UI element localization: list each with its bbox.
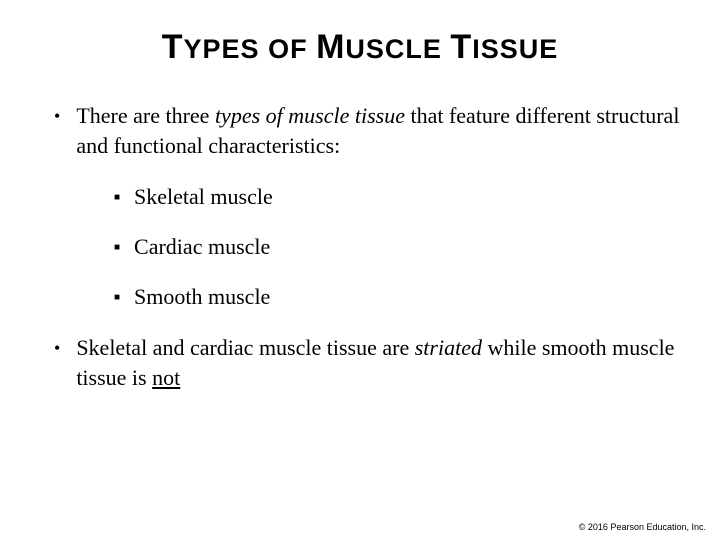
- sublist: ■ Skeletal muscle ■ Cardiac muscle ■ Smooth m…: [40, 183, 680, 311]
- bullet-level-2: ■ Cardiac muscle: [40, 233, 680, 261]
- bullet-level-1: • Skeletal and cardiac muscle tissue are …: [40, 333, 680, 393]
- title-text-run: YPES OF: [184, 34, 317, 64]
- slide-title: TYPES OF MUSCLE TISSUE: [40, 28, 680, 67]
- bullet-text: There are three types of muscle tissue t…: [76, 101, 680, 161]
- title-text-run: ISSUE: [472, 34, 558, 64]
- text-run: Skeletal and cardiac muscle tissue are: [76, 335, 414, 360]
- bullet-level-2: ■ Smooth muscle: [40, 283, 680, 311]
- bullet-marker-square: ■: [114, 187, 120, 209]
- title-text-run: T: [162, 28, 184, 66]
- bullet-marker-dot: •: [54, 103, 60, 129]
- bullet-text: Smooth muscle: [134, 283, 270, 311]
- bullet-text: Skeletal and cardiac muscle tissue are s…: [76, 333, 680, 393]
- text-run: Skeletal muscle: [134, 184, 273, 209]
- copyright-notice: © 2016 Pearson Education, Inc.: [579, 522, 706, 532]
- slide-content: • There are three types of muscle tissue …: [40, 101, 680, 393]
- text-run: Cardiac muscle: [134, 234, 270, 259]
- bullet-marker-square: ■: [114, 287, 120, 309]
- bullet-text: Skeletal muscle: [134, 183, 273, 211]
- title-text-run: M: [316, 28, 345, 66]
- bullet-marker-square: ■: [114, 237, 120, 259]
- slide: TYPES OF MUSCLE TISSUE •There are three …: [0, 0, 720, 540]
- bullet-level-2: ■ Skeletal muscle: [40, 183, 680, 211]
- bullet-text: Cardiac muscle: [134, 233, 270, 261]
- text-run: There are three: [76, 103, 215, 128]
- text-run: types of muscle tissue: [215, 103, 405, 128]
- bullet-marker-dot: •: [54, 335, 60, 361]
- text-run: striated: [415, 335, 482, 360]
- text-run: not: [152, 365, 180, 390]
- title-text-run: USCLE: [345, 34, 450, 64]
- bullet-level-1: • There are three types of muscle tissue …: [40, 101, 680, 161]
- text-run: Smooth muscle: [134, 284, 270, 309]
- title-text-run: T: [450, 28, 472, 66]
